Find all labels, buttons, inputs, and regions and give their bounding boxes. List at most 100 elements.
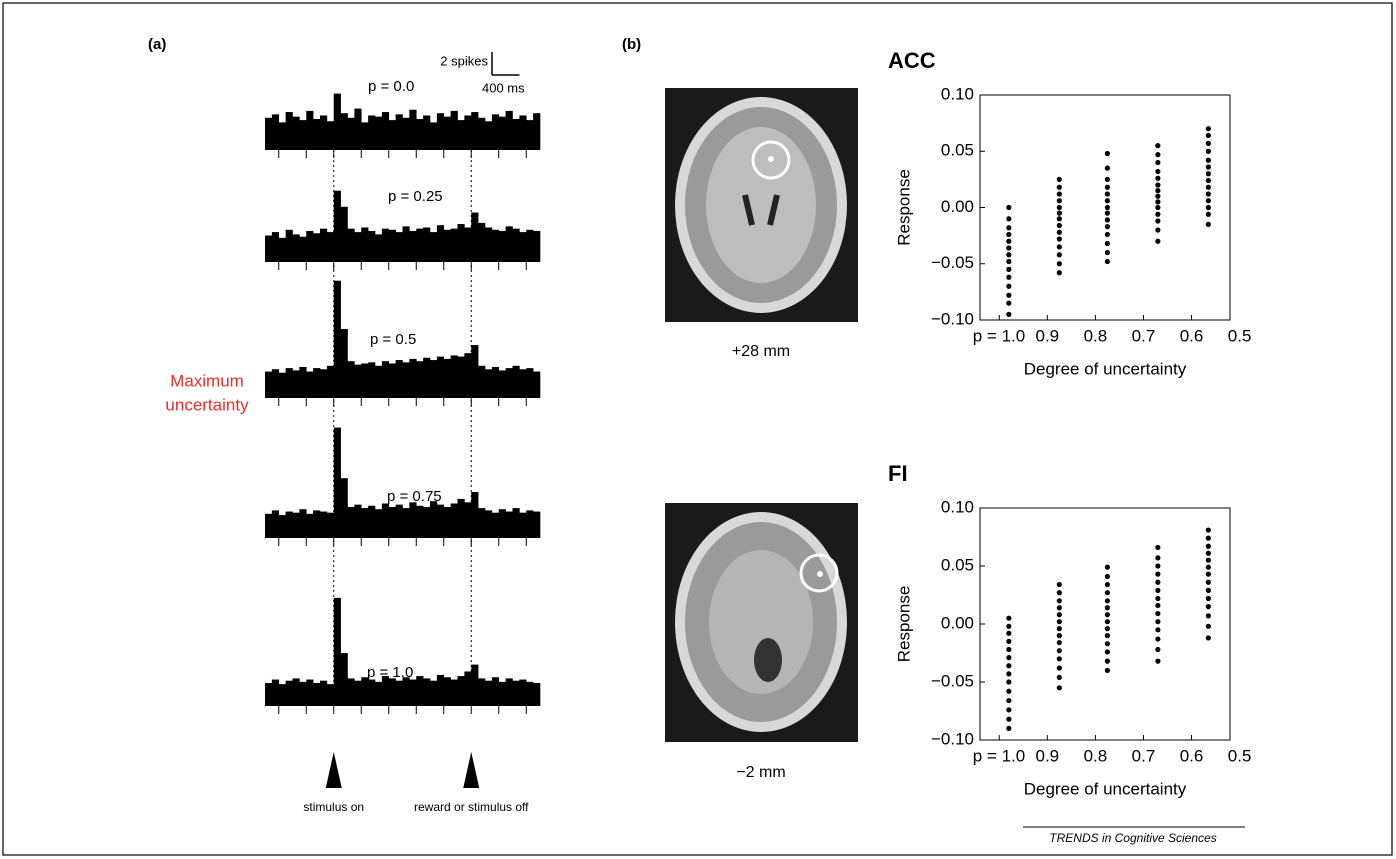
point <box>1006 283 1012 289</box>
bar <box>388 229 396 262</box>
bar <box>354 680 362 706</box>
bar <box>416 228 424 262</box>
point <box>1104 641 1111 647</box>
bar <box>271 114 280 150</box>
bar <box>471 664 479 706</box>
bar <box>519 369 527 398</box>
bar <box>326 512 335 538</box>
bar <box>471 492 479 538</box>
bar <box>533 511 541 538</box>
bar <box>340 206 348 262</box>
point <box>1205 132 1211 139</box>
point <box>1104 667 1111 674</box>
bar <box>340 653 348 706</box>
point <box>1006 646 1012 653</box>
y-tick-label: −0.05 <box>931 253 974 272</box>
bar <box>368 115 376 150</box>
point <box>1056 252 1062 258</box>
point <box>1155 627 1161 633</box>
point <box>1155 587 1161 593</box>
panel-label: (b) <box>622 36 641 53</box>
point <box>1205 184 1211 190</box>
y-tick-label: 0.00 <box>941 613 974 632</box>
bar <box>347 678 355 706</box>
point <box>1006 238 1012 244</box>
point <box>1205 148 1211 154</box>
bar <box>443 116 451 150</box>
point <box>1006 204 1012 211</box>
point <box>1006 630 1012 636</box>
x-tick-label: p = 1.0 <box>973 746 1025 765</box>
point <box>1155 188 1161 194</box>
point <box>1056 590 1062 596</box>
bar <box>265 371 273 398</box>
point <box>1205 579 1211 585</box>
point <box>1104 598 1111 604</box>
point <box>1056 612 1062 618</box>
bar <box>361 508 369 538</box>
bar <box>333 190 341 262</box>
point <box>1104 564 1111 570</box>
bar <box>265 117 273 150</box>
point <box>1104 217 1111 223</box>
bar <box>478 678 486 706</box>
point <box>1205 557 1211 563</box>
bar <box>320 228 328 262</box>
bar <box>485 510 493 538</box>
y-axis-label: Response <box>894 586 913 663</box>
point <box>1056 270 1062 276</box>
bar <box>478 222 486 262</box>
bar <box>450 110 458 150</box>
point <box>1104 249 1111 256</box>
bar <box>457 356 465 398</box>
bar <box>326 684 335 706</box>
point <box>1104 150 1111 157</box>
bar <box>285 680 293 706</box>
bar <box>395 114 403 150</box>
point <box>1104 590 1111 596</box>
x-tick-label: 0.9 <box>1035 746 1059 765</box>
point <box>1056 674 1062 680</box>
event-arrow <box>325 752 342 788</box>
bar <box>368 230 376 262</box>
bar <box>436 504 445 538</box>
bar <box>320 369 328 398</box>
point <box>1056 176 1062 182</box>
point <box>1205 550 1211 556</box>
bar <box>347 117 355 150</box>
point <box>1205 571 1211 577</box>
bar <box>409 502 417 538</box>
bar <box>368 679 376 706</box>
bar <box>340 329 348 398</box>
point <box>1006 266 1012 272</box>
point <box>1104 573 1111 580</box>
point <box>1056 229 1062 235</box>
bar <box>271 369 280 398</box>
bar <box>361 122 369 150</box>
bar <box>478 365 486 398</box>
bar <box>457 498 465 538</box>
point <box>1155 544 1161 551</box>
y-axis-label: Response <box>894 169 913 246</box>
y-tick-label: 0.05 <box>941 141 974 160</box>
point <box>1006 216 1012 222</box>
bar <box>299 120 307 150</box>
bar <box>436 113 445 150</box>
bar <box>450 228 458 262</box>
point <box>1104 605 1111 611</box>
point <box>1104 626 1111 632</box>
point <box>1205 595 1211 602</box>
row-label: p = 1.0 <box>367 664 413 681</box>
bar <box>485 121 493 150</box>
bar <box>395 504 403 538</box>
bar <box>375 681 383 706</box>
bar <box>471 345 479 398</box>
bar <box>265 683 273 706</box>
scale-label: 400 ms <box>482 80 525 95</box>
point <box>1006 725 1012 732</box>
bar <box>402 362 410 398</box>
point <box>1056 204 1062 211</box>
bar <box>265 513 273 538</box>
point <box>1006 274 1012 280</box>
